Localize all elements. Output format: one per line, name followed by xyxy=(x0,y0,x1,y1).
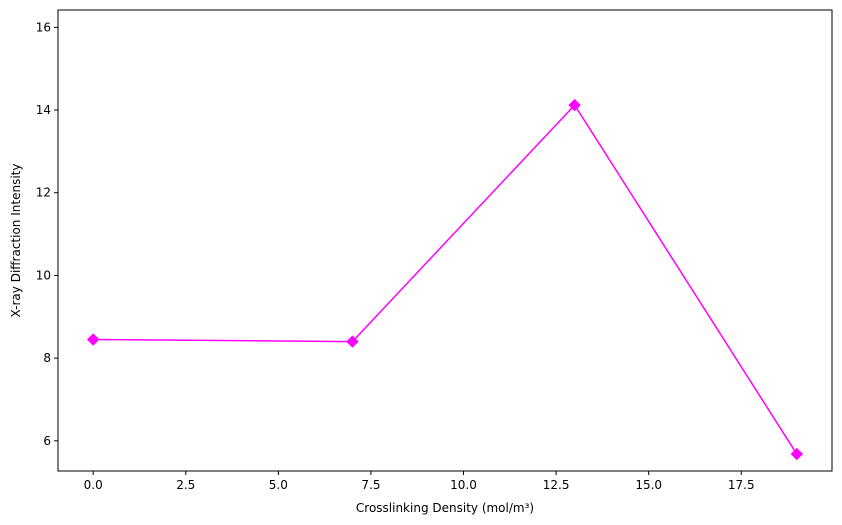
series-layer xyxy=(86,98,804,461)
x-tick-label: 10.0 xyxy=(450,478,477,492)
x-tick-label: 7.5 xyxy=(361,478,380,492)
x-tick-label: 12.5 xyxy=(543,478,570,492)
data-point-marker xyxy=(346,335,359,348)
y-tick-label: 16 xyxy=(36,20,51,34)
data-point-marker xyxy=(86,333,100,346)
x-axis-label: Crosslinking Density (mol/m³) xyxy=(356,501,534,515)
x-tick-label: 15.0 xyxy=(635,478,662,492)
x-tick-label: 0.0 xyxy=(84,478,103,492)
y-tick-label: 12 xyxy=(36,186,51,200)
x-axis-ticks: 0.0 2.5 5.0 7.5 10.0 12.5 15.0 17.5 xyxy=(84,471,755,492)
plot-frame xyxy=(57,9,833,472)
data-point-marker xyxy=(568,98,581,112)
y-tick-label: 6 xyxy=(43,434,51,448)
x-tick-label: 17.5 xyxy=(728,478,755,492)
data-point-marker xyxy=(790,447,804,461)
x-tick-label: 2.5 xyxy=(176,478,195,492)
y-axis-ticks: 6 8 10 12 14 16 xyxy=(36,20,58,448)
y-tick-label: 10 xyxy=(36,268,51,282)
y-tick-label: 14 xyxy=(36,103,51,117)
y-axis-label: X-ray Diffraction Intensity xyxy=(9,164,23,318)
x-tick-label: 5.0 xyxy=(269,478,288,492)
series-line xyxy=(93,103,798,455)
y-tick-label: 8 xyxy=(43,351,51,365)
